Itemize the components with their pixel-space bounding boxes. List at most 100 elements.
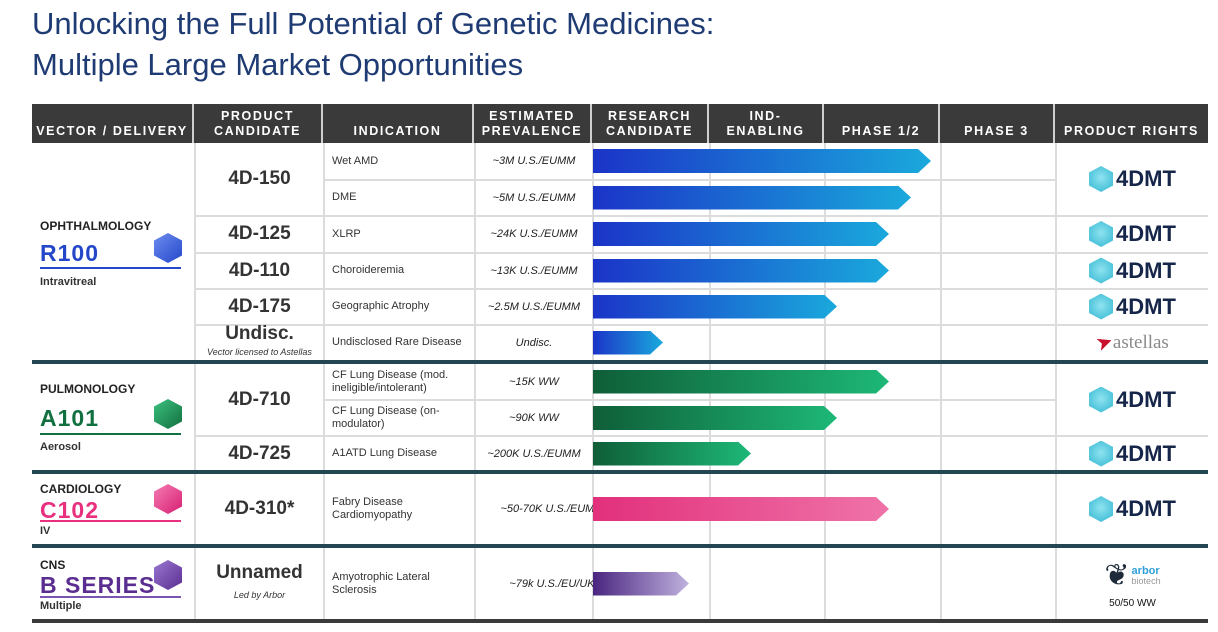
rights-label: 4DMT [1116, 386, 1176, 412]
rights-label: 4DMT [1116, 440, 1176, 466]
header-indication: INDICATION [323, 104, 474, 143]
grid-line [1055, 143, 1057, 621]
group-code-a101: A101 [40, 405, 99, 431]
prevalence-cell: ~200K U.S./EUMM [487, 447, 581, 460]
candidate-name: 4D-175 [228, 295, 291, 317]
progress-bar [593, 331, 663, 355]
candidate-4d-110: 4D-110 [196, 253, 323, 288]
rights-astellas: ➤ astellas [1057, 325, 1208, 360]
rights-4dmt: 4DMT [1057, 437, 1208, 470]
grid-line [194, 324, 1208, 326]
header-prevalence: ESTIMATED PREVALENCE [474, 104, 592, 143]
candidate-name: Undisc. [225, 322, 294, 344]
prevalence-cell: ~5M U.S./EUMM [492, 191, 576, 204]
header-ind-enabling: IND- ENABLING [709, 104, 824, 143]
progress-bar [593, 406, 837, 430]
group-area-ophthalmology: OPHTHALMOLOGY [40, 219, 152, 233]
candidate-4d-710: 4D-710 [196, 364, 323, 435]
group-code-r100: R100 [40, 240, 99, 266]
grid-line [194, 288, 1208, 290]
prevalence-cell: Undisc. [515, 336, 553, 349]
rights-4dmt: 4DMT [1057, 474, 1208, 544]
indication-cell: CF Lung Disease (on-modulator) [332, 405, 440, 430]
4dmt-logo-icon [1089, 221, 1114, 247]
group-underline [40, 433, 181, 435]
progress-bar [593, 295, 837, 319]
progress-bar [593, 149, 931, 173]
indication-cell: Fabry Disease Cardiomyopathy [332, 496, 413, 521]
capsid-icon [154, 233, 182, 263]
arbor-logo-subtext: biotech [1131, 575, 1161, 586]
rights-label: astellas [1112, 331, 1169, 353]
4dmt-logo-icon [1089, 257, 1114, 284]
candidate-name: 4D-710 [228, 388, 291, 410]
prevalence-cell: ~79k U.S./EU/UK [509, 577, 595, 590]
header-phase-3: PHASE 3 [940, 104, 1055, 143]
rights-label: 4DMT [1116, 221, 1176, 246]
grid-line [323, 179, 1055, 181]
rights-4dmt: 4DMT [1057, 253, 1208, 288]
group-code-c102: C102 [40, 497, 99, 523]
progress-bar [593, 186, 911, 210]
candidate-4d-175: 4D-175 [196, 289, 323, 324]
indication-cell: XLRP [332, 227, 361, 240]
progress-bar [593, 222, 889, 246]
group-divider [32, 544, 1208, 548]
group-code-b-series: B SERIES [40, 572, 156, 598]
candidate-4d-150: 4D-150 [196, 143, 323, 215]
group-underline [40, 596, 181, 598]
candidate-name: 4D-125 [228, 223, 291, 244]
group-underline [40, 267, 181, 269]
indication-cell: Wet AMD [332, 154, 379, 167]
candidate-name: 4D-725 [228, 442, 291, 464]
progress-bar [593, 259, 889, 283]
group-delivery: IV [40, 525, 51, 537]
group-divider [32, 360, 1208, 364]
candidate-name: 4D-110 [228, 259, 291, 281]
indication-cell: A1ATD Lung Disease [332, 447, 437, 459]
prevalence-cell: ~15K WW [509, 375, 559, 388]
title-line-2: Multiple Large Market Opportunities [32, 47, 524, 82]
candidate-name: Unnamed [216, 561, 303, 583]
capsid-icon [154, 560, 182, 590]
group-area-pulmonology: PULMONOLOGY [40, 382, 136, 396]
group-delivery: Intravitreal [40, 276, 97, 288]
header-phase-12: PHASE 1/2 [824, 104, 940, 143]
rights-label: 4DMT [1116, 293, 1176, 319]
prevalence-cell: ~90K WW [509, 412, 559, 424]
title-line-1: Unlocking the Full Potential of Genetic … [32, 6, 715, 41]
candidate-note: Led by Arbor [233, 589, 286, 600]
group-divider [32, 470, 1208, 474]
group-underline [40, 520, 181, 522]
candidate-note: Vector licensed to Astellas [207, 346, 312, 357]
arbor-logo-text: arbor [1131, 564, 1160, 577]
group-delivery: Multiple [40, 600, 82, 612]
group-area-cardiology: CARDIOLOGY [40, 482, 122, 496]
rights-4dmt: 4DMT [1057, 216, 1208, 252]
rights-arbor: ❦ arbor biotech 50/50 WW [1057, 550, 1208, 618]
indication-cell: Amyotrophic Lateral Sclerosis [332, 570, 430, 596]
progress-bar [593, 442, 751, 466]
group-area-cns: CNS [40, 558, 66, 572]
grid-line [194, 435, 1208, 437]
prevalence-cell: ~24K U.S./EUMM [490, 228, 578, 240]
rights-share: 50/50 WW [1109, 597, 1156, 609]
grid-line [474, 143, 476, 621]
capsid-icon [154, 484, 182, 514]
grid-line [323, 143, 325, 621]
candidate-name: 4D-310* [224, 498, 295, 519]
4dmt-logo-icon [1089, 440, 1114, 467]
candidate-4d-725: 4D-725 [196, 437, 323, 470]
rights-label: 4DMT [1116, 496, 1176, 521]
4dmt-logo-icon [1089, 166, 1114, 192]
indication-cell: CF Lung Disease (mod. ineligible/intoler… [332, 368, 449, 394]
rights-4dmt: 4DMT [1057, 143, 1208, 215]
candidate-unnamed: Unnamed Led by Arbor [196, 548, 323, 619]
grid-line [323, 399, 1055, 401]
grid-line [940, 143, 942, 621]
grid-line [194, 215, 1208, 217]
candidate-name: 4D-150 [228, 168, 291, 189]
grid-line [194, 143, 196, 621]
progress-bar [593, 370, 889, 394]
table-bottom-border [32, 619, 1208, 623]
